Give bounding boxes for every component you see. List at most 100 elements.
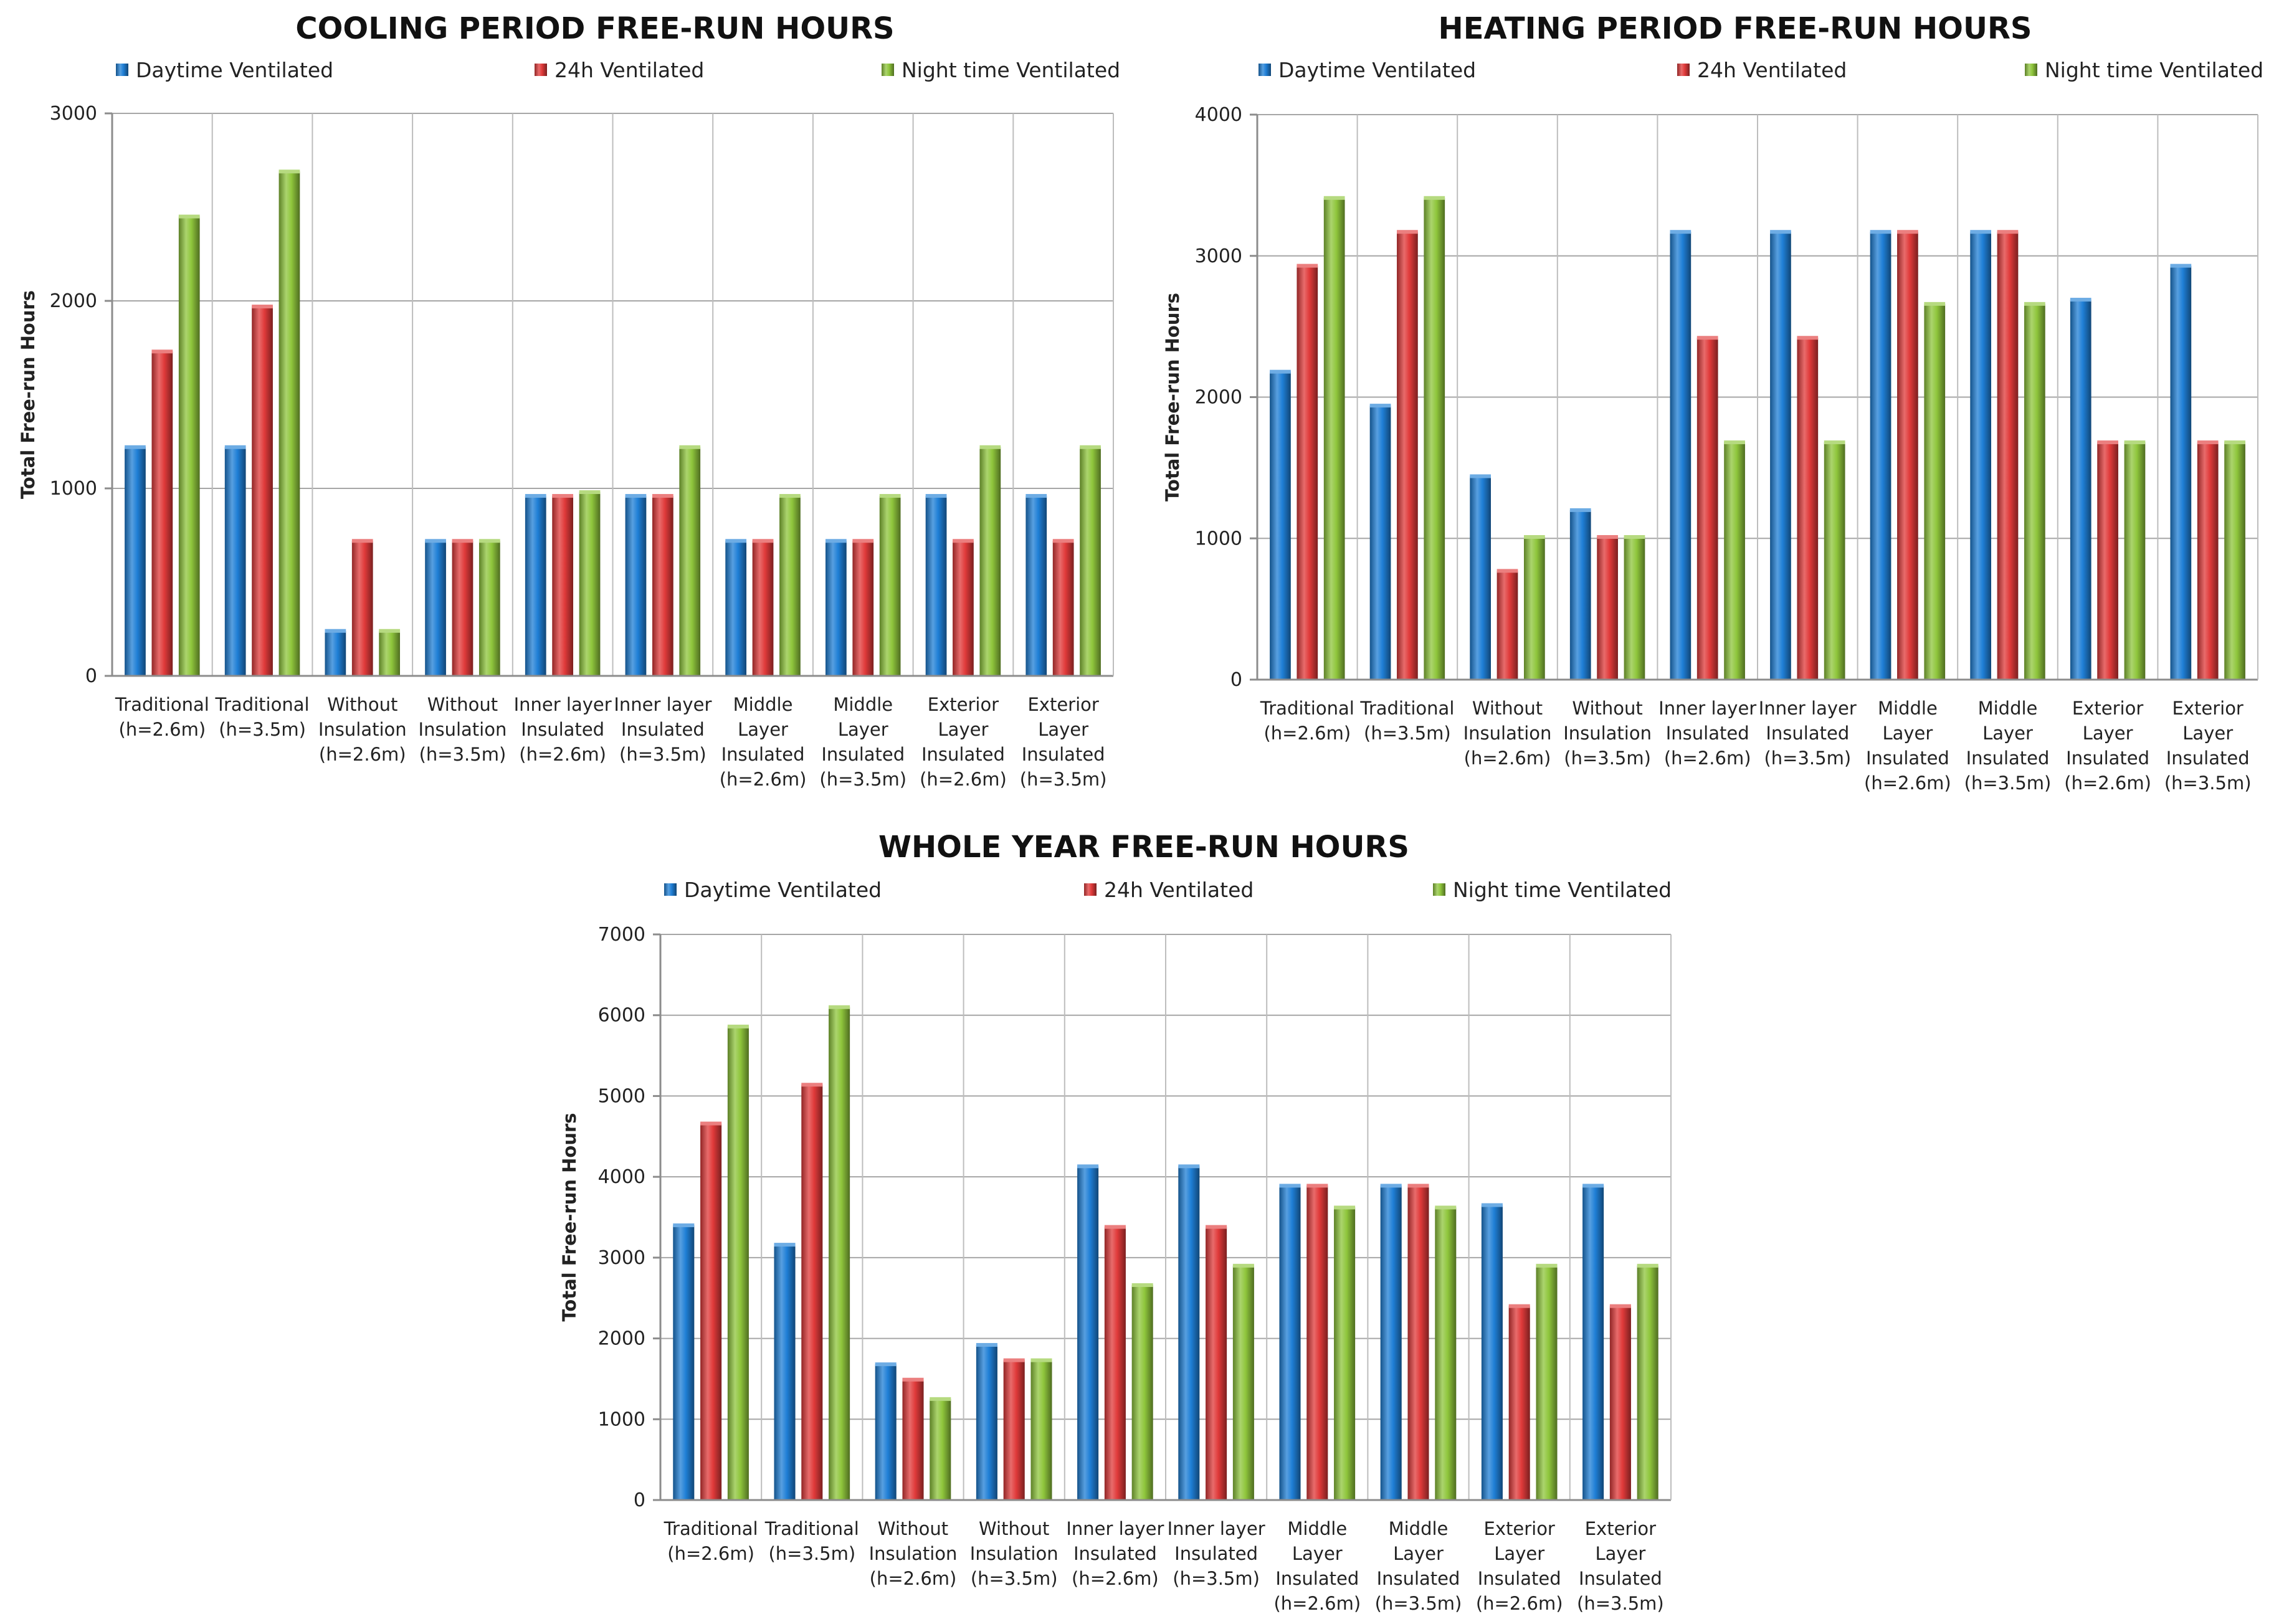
x-tick-label: Traditional (h=2.6m) — [1260, 698, 1354, 744]
legend-label: Night time Ventilated — [2045, 58, 2263, 82]
x-tick-label: Middle Layer Insulated (h=3.5m) — [819, 694, 906, 790]
bar — [1696, 338, 1718, 680]
legend-label: 24h Ventilated — [1104, 878, 1254, 902]
x-tick-label: Traditional (h=3.5m) — [215, 694, 310, 740]
bar-cap — [875, 1362, 897, 1367]
legend-item: Daytime Ventilated — [116, 58, 333, 82]
legend-item: 24h Ventilated — [1677, 58, 1847, 82]
bar-cap — [1670, 230, 1692, 234]
bar-cap — [1696, 336, 1718, 340]
bar — [224, 447, 246, 676]
bar-cap — [930, 1397, 951, 1401]
bar — [1797, 338, 1819, 680]
bar — [1597, 536, 1618, 680]
legend-label: Night time Ventilated — [902, 58, 1120, 82]
bar-cap — [2070, 298, 2091, 302]
legend-swatch — [1084, 883, 1097, 896]
bar — [879, 496, 901, 676]
bar — [1178, 1166, 1200, 1500]
x-tick-label: Inner layer Insulated (h=3.5m) — [1168, 1518, 1265, 1589]
bar — [1824, 442, 1845, 680]
bar — [1077, 1166, 1099, 1500]
y-tick-label: 0 — [634, 1489, 645, 1511]
y-tick-label: 1000 — [50, 478, 97, 500]
bar-cap — [1924, 302, 1946, 306]
bar-cap — [452, 539, 473, 543]
bar-cap — [2224, 440, 2245, 445]
legend-item: Night time Ventilated — [882, 58, 1120, 82]
x-tick-label: Middle Layer Insulated (h=3.5m) — [1964, 698, 2052, 794]
bar-cap — [1897, 230, 1918, 234]
legend-swatch — [1677, 64, 1690, 76]
bar-cap — [976, 1342, 997, 1347]
bar-cap — [2170, 264, 2192, 268]
bar — [976, 1344, 997, 1500]
bar-cap — [1970, 230, 1992, 234]
bar — [625, 496, 647, 676]
cooling-chart: COOLING PERIOD FREE-RUN HOURS Daytime Ven… — [17, 11, 1120, 790]
bar-cap — [1435, 1205, 1457, 1210]
bar-cap — [1609, 1304, 1631, 1308]
bar — [2070, 300, 2091, 680]
bar-cap — [1279, 1184, 1301, 1188]
y-tick-label: 1000 — [598, 1408, 645, 1430]
bar — [1206, 1227, 1227, 1500]
bar-cap — [801, 1083, 823, 1087]
bar — [1470, 476, 1492, 680]
bar — [579, 492, 601, 676]
bar-cap — [1323, 196, 1345, 200]
bar-cap — [552, 494, 574, 498]
y-axis-label: Total Free-run Hours — [1162, 293, 1183, 501]
x-tick-label: Traditional (h=3.5m) — [1359, 698, 1454, 744]
x-tick-label: Without Insulation (h=2.6m) — [1463, 698, 1552, 769]
y-tick-label: 2000 — [1195, 387, 1242, 409]
bar — [1080, 447, 1101, 676]
heating-chart: HEATING PERIOD FREE-RUN HOURS Daytime Ven… — [1162, 11, 2263, 794]
bar-cap — [325, 629, 346, 633]
bar-cap — [1770, 230, 1791, 234]
bar — [1624, 536, 1645, 680]
bar — [652, 496, 673, 676]
bar-cap — [224, 445, 246, 449]
bar — [1424, 197, 1445, 680]
bar-cap — [151, 349, 173, 354]
y-tick-label: 0 — [1230, 669, 1242, 691]
axes — [111, 113, 1113, 677]
bar-cap — [1131, 1283, 1153, 1287]
bar-cap — [2097, 440, 2118, 445]
bar — [278, 171, 300, 676]
bar — [1536, 1265, 1558, 1500]
bar-cap — [1025, 494, 1047, 498]
bar-cap — [825, 539, 847, 543]
bar-cap — [829, 1005, 850, 1009]
x-tick-label: Traditional (h=2.6m) — [115, 694, 209, 740]
bar — [2024, 303, 2045, 680]
bar-cap — [125, 445, 146, 449]
bar — [902, 1379, 924, 1500]
bar — [752, 541, 774, 676]
bar-cap — [425, 539, 446, 543]
bar — [1435, 1207, 1457, 1500]
legend-item: Night time Ventilated — [1433, 878, 1672, 902]
bar-cap — [725, 539, 747, 543]
x-tick-label: Exterior Layer Insulated (h=3.5m) — [2164, 698, 2252, 794]
bar — [1306, 1185, 1328, 1500]
bar-cap — [478, 539, 500, 543]
x-tick-label: Without Insulation (h=3.5m) — [1563, 698, 1652, 769]
chart-title: WHOLE YEAR FREE-RUN HOURS — [878, 830, 1409, 865]
y-axis-label: Total Free-run Hours — [559, 1113, 580, 1321]
x-tick-label: Without Insulation (h=3.5m) — [419, 694, 507, 765]
bar — [930, 1398, 951, 1500]
chart-title: COOLING PERIOD FREE-RUN HOURS — [295, 11, 894, 46]
x-tick-label: Middle Layer Insulated (h=3.5m) — [1375, 1518, 1462, 1614]
bar — [1025, 496, 1047, 676]
x-tick-label: Inner layer Insulated (h=2.6m) — [1066, 1518, 1164, 1589]
bar-cap — [1997, 230, 2019, 234]
bar-cap — [1569, 508, 1591, 512]
bar-cap — [1306, 1184, 1328, 1188]
bar-cap — [1824, 440, 1845, 445]
bar — [727, 1026, 749, 1500]
bar — [1897, 232, 1918, 680]
bar — [1770, 232, 1791, 680]
bar-cap — [879, 494, 901, 498]
